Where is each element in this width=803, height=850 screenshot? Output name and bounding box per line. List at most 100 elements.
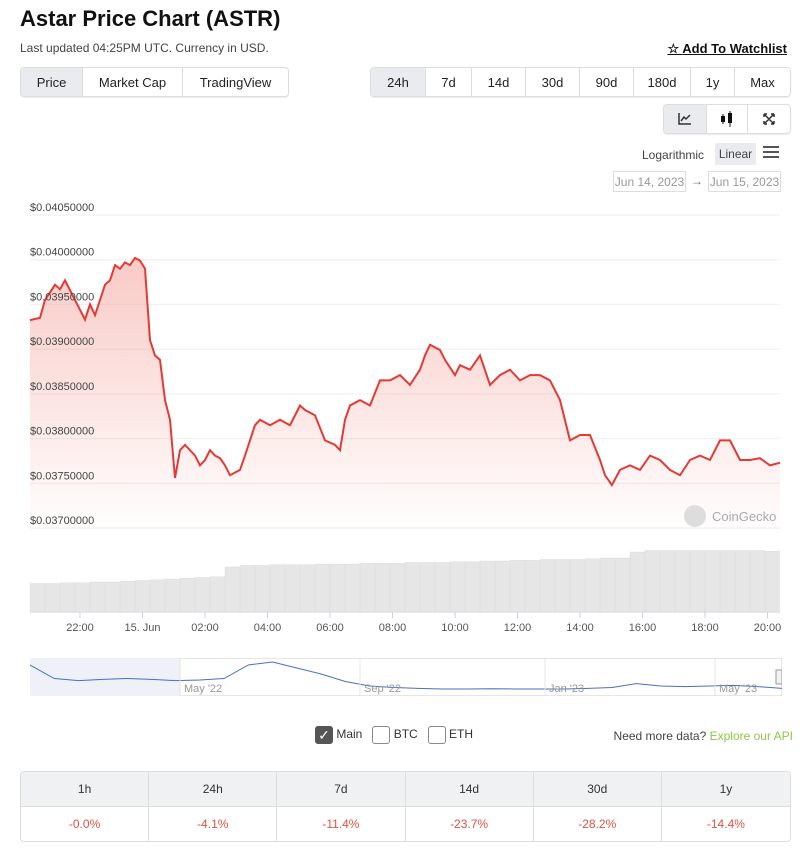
x-tick-label: 10:00 [441,622,469,634]
volume-bar [569,559,585,613]
coingecko-watermark: CoinGecko [684,505,776,527]
tab-price[interactable]: Price [21,68,83,96]
add-to-watchlist-link[interactable]: ☆ Add To Watchlist [667,41,787,56]
x-tick-label: 18:00 [691,622,719,634]
volume-bar [449,561,465,613]
star-icon: ☆ [667,41,683,56]
change-1y: -14.4% [706,817,745,831]
change-24h: -4.1% [149,807,278,841]
volume-bar [749,550,765,613]
navigator-handle[interactable] [775,669,782,685]
volume-bar [104,581,120,613]
range-max[interactable]: Max [750,74,775,90]
volume-bar [239,565,255,613]
navigator-label: Sep '22 [364,683,401,695]
y-tick-label: $0.04000000 [30,247,94,259]
date-from-input[interactable]: Jun 14, 2023 [613,171,686,192]
range-7d[interactable]: 7d [426,68,472,96]
tab-market-cap[interactable]: Market Cap [83,68,183,96]
volume-bar [764,551,780,613]
volume-bar [404,562,420,613]
x-tick-label: 12:00 [504,622,532,634]
header-30d: 30d [533,772,662,807]
y-tick-label: $0.03950000 [30,291,94,303]
y-tick-label: $0.03700000 [30,515,94,527]
linear-toggle[interactable]: Linear [715,143,756,165]
volume-bar [494,560,510,613]
header-24h: 24h [149,772,278,807]
logarithmic-toggle[interactable]: Logarithmic [642,148,705,162]
y-tick-label: $0.04050000 [30,202,94,214]
btc-checkbox[interactable]: BTC [372,726,418,744]
volume-bar [329,563,345,613]
volume-bar [254,565,270,613]
x-tick-label: 20:00 [754,622,782,634]
volume-bar [314,563,330,613]
candlestick-button[interactable] [707,105,748,133]
change-1h: -0.0% [21,807,150,841]
volume-bar [734,550,750,613]
x-tick-label: 22:00 [66,622,94,634]
range-1y[interactable]: 1y [691,68,735,96]
menu-icon[interactable] [763,146,779,158]
volume-bar [704,550,720,613]
volume-bar [479,560,495,613]
navigator-label: May '23 [719,683,757,695]
volume-bar [269,564,285,613]
x-tick-label: 15. Jun [124,622,160,634]
volume-bar [179,578,195,613]
volume-bar [524,560,540,613]
volume-bar [584,558,600,613]
volume-bar [554,559,570,613]
volume-bar [29,583,45,613]
change-30d: -28.2% [534,807,662,841]
volume-bar [224,566,240,613]
volume-bar [674,550,690,613]
volume-bar [284,564,300,613]
volume-bar [464,561,480,613]
volume-bar [689,550,705,613]
expand-icon [763,113,775,125]
y-tick-label: $0.03750000 [30,470,94,482]
header-1y: 1y [661,772,790,807]
range-180d[interactable]: 180d [634,68,691,96]
line-chart-button[interactable] [664,105,707,133]
price-change-table: 1h 24h 7d 14d 30d 1y -0.0% -4.1% -11.4% … [20,771,791,842]
volume-bar [644,550,660,613]
x-tick-label: 16:00 [629,622,657,634]
main-checkbox[interactable]: ✓ Main [315,726,362,744]
price-chart[interactable]: $0.03700000 $0.03750000 $0.03800000 $0.0385… [0,200,803,640]
header-14d: 14d [405,772,534,807]
range-14d[interactable]: 14d [472,68,526,96]
volume-bar [419,562,435,613]
range-90d[interactable]: 90d [580,68,634,96]
fullscreen-button[interactable] [748,105,790,133]
volume-bar [359,563,375,613]
volume-bar [44,583,60,613]
chart-type-tabs [663,104,791,134]
volume-bar [389,563,405,613]
date-to-input[interactable]: Jun 15, 2023 [708,171,781,192]
range-24h[interactable]: 24h [371,68,426,96]
volume-bar [434,562,450,613]
line-chart-icon [678,113,691,125]
view-tabs: Price Market Cap TradingView [20,67,289,97]
svg-text:CoinGecko: CoinGecko [712,509,776,524]
eth-checkbox[interactable]: ETH [427,726,473,744]
header-7d: 7d [277,772,406,807]
change-7d: -11.4% [277,807,406,841]
volume-bar [539,559,555,613]
volume-bar [119,581,135,613]
x-tick-label: 08:00 [379,622,407,634]
date-arrow: → [691,174,703,188]
range-30d[interactable]: 30d [526,68,580,96]
navigator[interactable]: May '22 Sep '22 Jan '23 May '23 [30,658,782,696]
tab-tradingview[interactable]: TradingView [199,74,272,90]
volume-bar [164,578,180,613]
volume-bar [74,582,90,613]
x-tick-label: 14:00 [566,622,594,634]
page-title: Astar Price Chart (ASTR) [20,6,281,31]
volume-bar [149,579,165,613]
volume-bar [344,563,360,613]
explore-api-link[interactable]: Explore our API [709,729,793,743]
